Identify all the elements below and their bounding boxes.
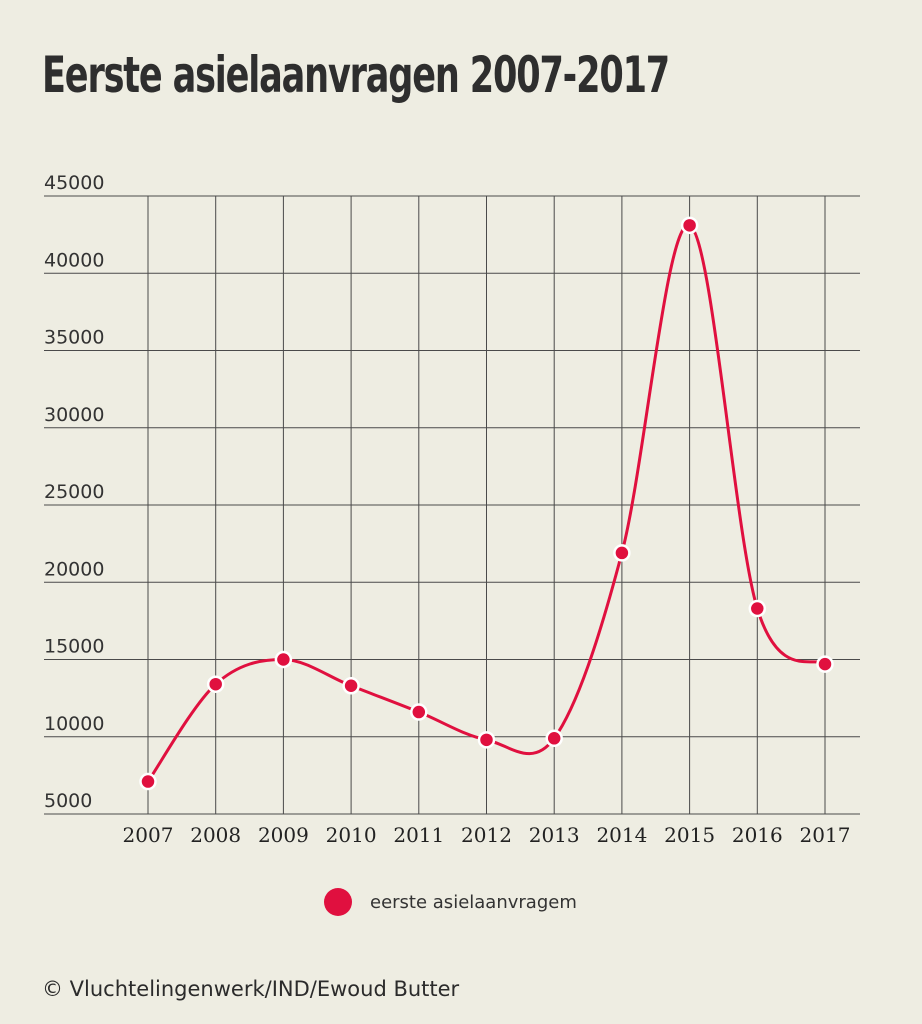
y-tick-label: 15000 xyxy=(44,636,104,658)
x-tick-label: 2016 xyxy=(732,823,783,847)
y-tick-label: 20000 xyxy=(44,558,104,580)
x-tick-label: 2008 xyxy=(190,823,241,847)
y-tick-label: 40000 xyxy=(44,249,104,271)
x-tick-label: 2012 xyxy=(461,823,512,847)
data-point xyxy=(477,731,496,749)
y-tick-label: 5000 xyxy=(44,790,92,812)
chart-title: Eerste asielaanvragen 2007-2017 xyxy=(42,46,670,104)
y-tick-label: 30000 xyxy=(44,404,104,426)
x-tick-label: 2015 xyxy=(664,823,715,847)
data-point xyxy=(680,216,699,235)
x-tick-label: 2017 xyxy=(800,823,851,847)
y-tick-label: 10000 xyxy=(44,713,104,735)
data-point xyxy=(342,677,360,695)
data-point xyxy=(816,655,834,673)
x-tick-label: 2014 xyxy=(596,823,647,847)
x-tick-label: 2011 xyxy=(393,823,444,847)
y-tick-label: 45000 xyxy=(44,172,104,194)
y-tick-label: 25000 xyxy=(44,481,104,503)
data-point xyxy=(748,599,767,618)
data-point xyxy=(545,729,563,748)
legend-swatch xyxy=(324,888,352,916)
data-point xyxy=(139,772,157,791)
x-tick-label: 2007 xyxy=(123,823,174,847)
y-tick-label: 35000 xyxy=(44,327,104,349)
legend: eerste asielaanvragem xyxy=(324,888,577,916)
x-tick-label: 2009 xyxy=(258,823,309,847)
data-point xyxy=(613,544,631,562)
legend-label: eerste asielaanvragem xyxy=(370,891,577,913)
data-point xyxy=(206,675,225,693)
credit-text: © Vluchtelingenwerk/IND/Ewoud Butter xyxy=(42,977,460,1001)
line-chart: 5000 10000 15000 20000 25000 30000 35000 40000 4… xyxy=(44,172,860,847)
data-point xyxy=(274,650,293,669)
x-tick-label: 2010 xyxy=(326,823,377,847)
x-tick-label: 2013 xyxy=(529,823,580,847)
data-point xyxy=(410,703,428,721)
